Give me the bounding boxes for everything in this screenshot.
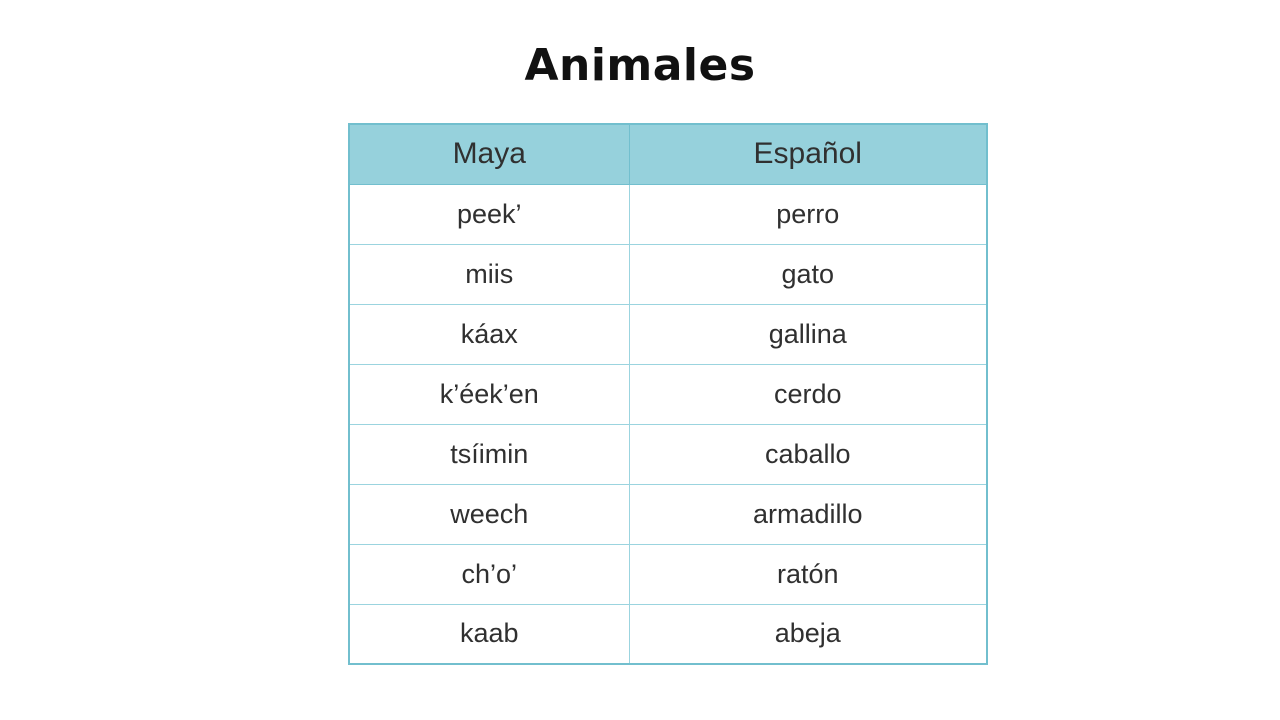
cell-espanol: caballo	[628, 423, 988, 485]
cell-maya: weech	[348, 483, 630, 545]
cell-maya: kaab	[348, 603, 630, 665]
page-title: Animales	[524, 40, 756, 91]
cell-maya: peek’	[348, 183, 630, 245]
table-row: weech armadillo	[348, 483, 988, 545]
table-row: k’éek’en cerdo	[348, 363, 988, 425]
table-header-row: Maya Español	[348, 123, 988, 185]
cell-maya: tsíimin	[348, 423, 630, 485]
vocabulary-table: Maya Español peek’ perro miis gato káax galli…	[348, 123, 988, 665]
cell-espanol: abeja	[628, 603, 988, 665]
cell-espanol: ratón	[628, 543, 988, 605]
table-row: miis gato	[348, 243, 988, 305]
cell-espanol: perro	[628, 183, 988, 245]
cell-maya: miis	[348, 243, 630, 305]
column-header-maya: Maya	[348, 123, 630, 185]
table-row: ch’o’ ratón	[348, 543, 988, 605]
table-row: kaab abeja	[348, 603, 988, 665]
table-body: peek’ perro miis gato káax gallina k’éek’en cer…	[348, 183, 988, 665]
cell-espanol: cerdo	[628, 363, 988, 425]
table-row: tsíimin caballo	[348, 423, 988, 485]
cell-maya: k’éek’en	[348, 363, 630, 425]
cell-maya: ch’o’	[348, 543, 630, 605]
table-row: peek’ perro	[348, 183, 988, 245]
column-header-espanol: Español	[628, 123, 988, 185]
cell-espanol: gallina	[628, 303, 988, 365]
cell-maya: káax	[348, 303, 630, 365]
cell-espanol: gato	[628, 243, 988, 305]
table-row: káax gallina	[348, 303, 988, 365]
cell-espanol: armadillo	[628, 483, 988, 545]
